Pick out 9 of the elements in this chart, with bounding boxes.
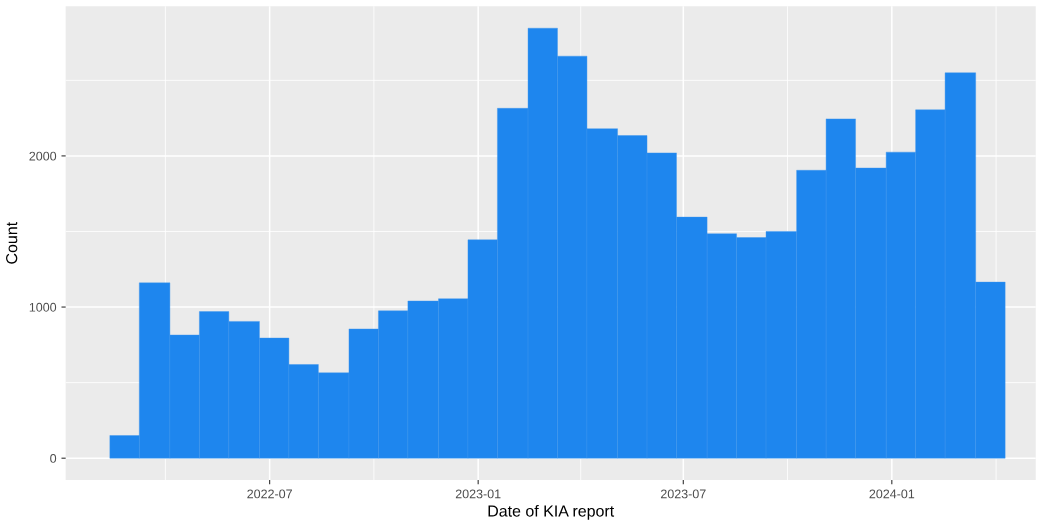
y-axis-title: Count: [6, 222, 18, 264]
x-tick-label: 2022-07: [247, 489, 292, 499]
x-axis-title: Date of KIA report: [488, 504, 615, 520]
x-tick-label: 2023-07: [660, 489, 706, 499]
y-tick-label: 0: [50, 454, 57, 463]
y-tick-label: 1000: [29, 302, 57, 312]
x-tick-label: 2023-01: [455, 489, 501, 499]
y-tick-label: 2000: [29, 151, 57, 161]
x-tick-label: 2024-01: [869, 489, 915, 499]
